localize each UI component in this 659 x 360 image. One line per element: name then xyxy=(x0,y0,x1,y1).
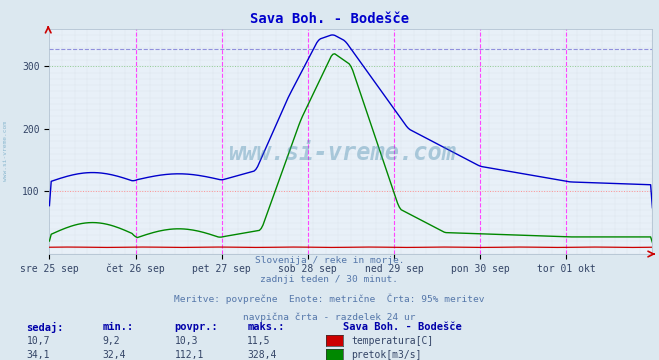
Text: min.:: min.: xyxy=(102,322,133,332)
Text: 328,4: 328,4 xyxy=(247,350,277,360)
Text: povpr.:: povpr.: xyxy=(175,322,218,332)
Text: Sava Boh. - Bodešče: Sava Boh. - Bodešče xyxy=(343,322,461,332)
Text: Meritve: povprečne  Enote: metrične  Črta: 95% meritev: Meritve: povprečne Enote: metrične Črta:… xyxy=(174,294,485,304)
Text: 34,1: 34,1 xyxy=(26,350,50,360)
Text: temperatura[C]: temperatura[C] xyxy=(351,336,434,346)
Text: 9,2: 9,2 xyxy=(102,336,120,346)
Text: 32,4: 32,4 xyxy=(102,350,126,360)
Text: maks.:: maks.: xyxy=(247,322,285,332)
Text: www.si-vreme.com: www.si-vreme.com xyxy=(229,141,457,165)
Text: zadnji teden / 30 minut.: zadnji teden / 30 minut. xyxy=(260,275,399,284)
Text: 112,1: 112,1 xyxy=(175,350,204,360)
Text: Sava Boh. - Bodešče: Sava Boh. - Bodešče xyxy=(250,12,409,26)
Text: pretok[m3/s]: pretok[m3/s] xyxy=(351,350,422,360)
Text: 10,3: 10,3 xyxy=(175,336,198,346)
Text: Slovenija / reke in morje.: Slovenija / reke in morje. xyxy=(255,256,404,265)
Text: sedaj:: sedaj: xyxy=(26,322,64,333)
Text: www.si-vreme.com: www.si-vreme.com xyxy=(3,121,8,181)
Text: 11,5: 11,5 xyxy=(247,336,271,346)
Text: navpična črta - razdelek 24 ur: navpična črta - razdelek 24 ur xyxy=(243,312,416,322)
Text: 10,7: 10,7 xyxy=(26,336,50,346)
